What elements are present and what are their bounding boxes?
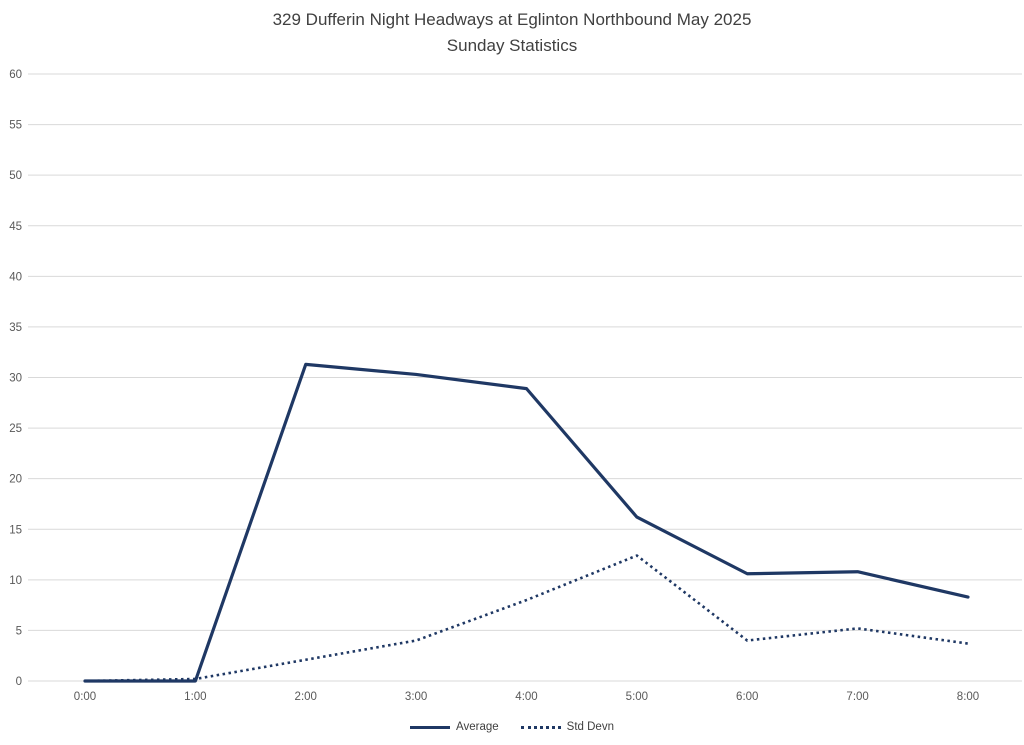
x-tick-label: 2:00 bbox=[295, 691, 317, 703]
chart-title-line1: 329 Dufferin Night Headways at Eglinton … bbox=[272, 10, 752, 29]
series-line-std-devn bbox=[84, 554, 969, 683]
legend-label-average: Average bbox=[456, 721, 499, 733]
chart-legend: Average Std Devn bbox=[0, 721, 1024, 733]
chart-title: 329 Dufferin Night Headways at Eglinton … bbox=[0, 7, 1024, 60]
std-devn-line-swatch-icon bbox=[520, 725, 561, 729]
y-tick-label: 60 bbox=[9, 69, 22, 81]
x-tick-label: 6:00 bbox=[736, 691, 758, 703]
y-tick-label: 20 bbox=[9, 474, 22, 486]
x-tick-label: 0:00 bbox=[74, 691, 96, 703]
y-tick-label: 0 bbox=[16, 676, 22, 688]
legend-item-average: Average bbox=[410, 721, 499, 733]
average-line-swatch-icon bbox=[410, 725, 451, 729]
y-tick-label: 55 bbox=[9, 120, 22, 132]
x-tick-label: 4:00 bbox=[515, 691, 537, 703]
y-tick-label: 30 bbox=[9, 373, 22, 385]
y-tick-label: 45 bbox=[9, 221, 22, 233]
chart-title-line2: Sunday Statistics bbox=[446, 36, 578, 56]
x-tick-label: 3:00 bbox=[405, 691, 427, 703]
y-tick-label: 40 bbox=[9, 271, 22, 283]
x-tick-label: 5:00 bbox=[626, 691, 648, 703]
series-line-average bbox=[83, 362, 970, 683]
y-tick-label: 50 bbox=[9, 170, 22, 182]
y-tick-label: 35 bbox=[9, 322, 22, 334]
x-tick-label: 7:00 bbox=[846, 691, 868, 703]
y-tick-label: 25 bbox=[9, 423, 22, 435]
y-tick-label: 5 bbox=[16, 625, 22, 637]
legend-item-std-devn: Std Devn bbox=[520, 721, 614, 733]
legend-label-std-devn: Std Devn bbox=[566, 721, 614, 733]
x-tick-label: 8:00 bbox=[957, 691, 979, 703]
y-tick-label: 10 bbox=[9, 575, 22, 587]
y-tick-label: 15 bbox=[9, 524, 22, 536]
x-tick-label: 1:00 bbox=[184, 691, 206, 703]
